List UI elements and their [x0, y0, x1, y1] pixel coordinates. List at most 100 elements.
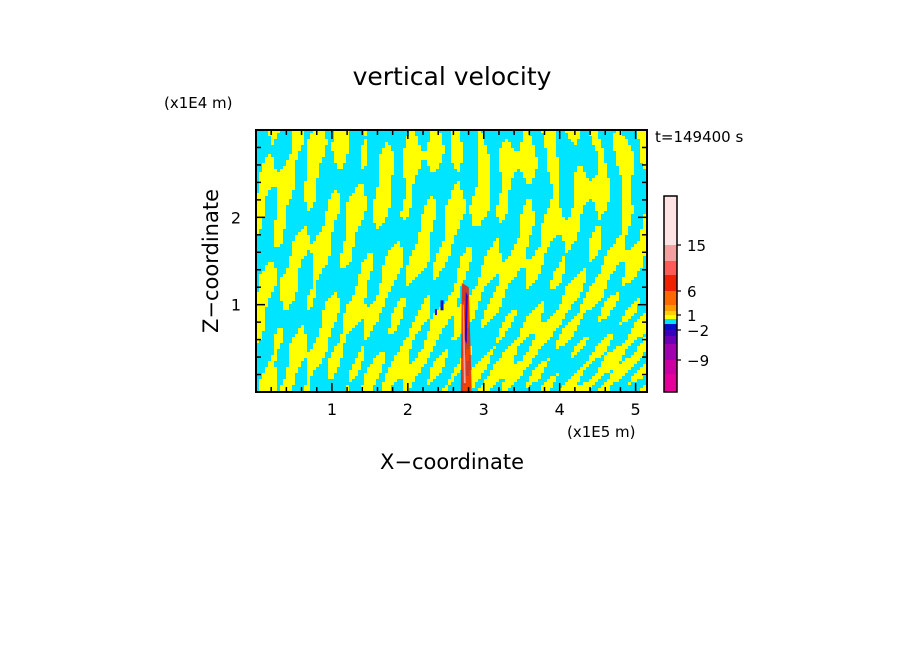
positive-velocity-patch	[559, 265, 565, 268]
positive-velocity-patch	[361, 163, 367, 166]
positive-velocity-patch	[523, 175, 535, 178]
positive-velocity-patch	[277, 328, 283, 331]
positive-velocity-patch	[622, 226, 628, 229]
positive-velocity-patch	[625, 265, 643, 268]
positive-velocity-patch	[502, 172, 514, 175]
positive-velocity-patch	[373, 211, 388, 214]
positive-velocity-patch	[286, 163, 295, 166]
positive-velocity-patch	[595, 349, 607, 352]
positive-velocity-patch	[487, 253, 502, 256]
positive-velocity-patch	[271, 358, 277, 361]
positive-velocity-patch	[586, 361, 592, 364]
positive-velocity-patch	[262, 271, 277, 274]
positive-velocity-patch	[373, 220, 385, 223]
positive-velocity-patch	[448, 202, 466, 205]
positive-velocity-patch	[493, 241, 499, 244]
positive-velocity-patch	[355, 292, 367, 295]
positive-velocity-patch	[520, 145, 535, 148]
positive-velocity-patch	[406, 268, 424, 271]
positive-velocity-patch	[472, 292, 481, 295]
positive-velocity-patch	[355, 358, 364, 361]
positive-velocity-patch	[571, 352, 577, 355]
positive-velocity-patch	[343, 328, 352, 331]
positive-velocity-patch	[475, 364, 487, 367]
positive-velocity-patch	[535, 337, 550, 340]
positive-velocity-patch	[355, 361, 361, 364]
positive-velocity-patch	[289, 364, 301, 367]
positive-velocity-patch	[541, 226, 580, 229]
positive-velocity-patch	[565, 289, 583, 292]
positive-velocity-patch	[454, 370, 460, 373]
positive-velocity-patch	[274, 340, 283, 343]
positive-velocity-patch	[571, 319, 580, 322]
positive-velocity-patch	[547, 157, 559, 160]
positive-velocity-patch	[427, 379, 433, 382]
positive-velocity-patch	[610, 376, 622, 379]
positive-velocity-patch	[343, 247, 352, 250]
positive-velocity-patch	[307, 202, 313, 205]
positive-velocity-patch	[361, 157, 367, 160]
positive-velocity-patch	[478, 151, 487, 154]
positive-velocity-patch	[277, 211, 286, 214]
positive-velocity-patch	[259, 184, 295, 187]
positive-velocity-patch	[439, 307, 478, 310]
positive-velocity-patch	[430, 133, 442, 136]
positive-velocity-patch	[403, 205, 412, 208]
positive-velocity-patch	[499, 277, 514, 280]
positive-velocity-patch	[523, 172, 535, 175]
positive-velocity-patch	[640, 157, 647, 160]
positive-velocity-patch	[622, 214, 631, 217]
positive-velocity-patch	[469, 295, 481, 298]
positive-velocity-patch	[286, 376, 295, 379]
positive-velocity-patch	[469, 208, 490, 211]
positive-velocity-patch	[307, 178, 316, 181]
positive-velocity-patch	[364, 373, 379, 376]
positive-velocity-patch	[259, 286, 274, 289]
positive-velocity-patch	[376, 355, 385, 358]
positive-velocity-patch	[307, 205, 313, 208]
positive-velocity-patch	[532, 256, 544, 259]
positive-velocity-patch	[385, 256, 403, 259]
time-label: t=149400 s	[655, 128, 743, 146]
positive-velocity-patch	[487, 352, 493, 355]
positive-velocity-patch	[643, 313, 647, 316]
positive-velocity-patch	[325, 214, 337, 217]
positive-velocity-patch	[433, 262, 445, 265]
y-unit-label: (x1E4 m)	[164, 94, 233, 112]
positive-velocity-patch	[295, 235, 310, 238]
positive-velocity-patch	[331, 142, 349, 145]
positive-velocity-patch	[457, 169, 460, 172]
positive-velocity-patch	[352, 298, 364, 301]
positive-velocity-patch	[547, 166, 559, 169]
positive-velocity-patch	[604, 301, 616, 304]
positive-velocity-patch	[289, 256, 304, 259]
positive-velocity-patch	[334, 292, 337, 295]
positive-velocity-patch	[274, 229, 283, 232]
positive-velocity-patch	[349, 199, 367, 202]
positive-velocity-patch	[379, 283, 394, 286]
positive-velocity-patch	[571, 211, 583, 214]
positive-velocity-patch	[406, 265, 427, 268]
positive-velocity-patch	[286, 373, 295, 376]
positive-velocity-patch	[562, 385, 592, 388]
positive-velocity-patch	[427, 382, 430, 385]
positive-velocity-patch	[637, 130, 646, 133]
positive-velocity-patch	[409, 328, 421, 331]
positive-velocity-patch	[592, 178, 610, 181]
positive-velocity-patch	[274, 220, 286, 223]
positive-velocity-patch	[433, 316, 451, 319]
positive-velocity-patch	[499, 148, 514, 151]
positive-velocity-patch	[574, 316, 583, 319]
positive-velocity-patch	[640, 151, 647, 154]
positive-velocity-patch	[532, 310, 544, 313]
downdraft-core-blue	[464, 291, 468, 344]
positive-velocity-patch	[343, 325, 355, 328]
positive-velocity-patch	[355, 190, 364, 193]
positive-velocity-patch	[262, 169, 277, 172]
positive-velocity-patch	[634, 352, 643, 355]
positive-velocity-patch	[574, 142, 577, 145]
positive-velocity-patch	[259, 388, 277, 391]
colorbar-tick-label: −9	[687, 352, 709, 370]
positive-velocity-patch	[361, 151, 367, 154]
positive-velocity-patch	[331, 295, 337, 298]
